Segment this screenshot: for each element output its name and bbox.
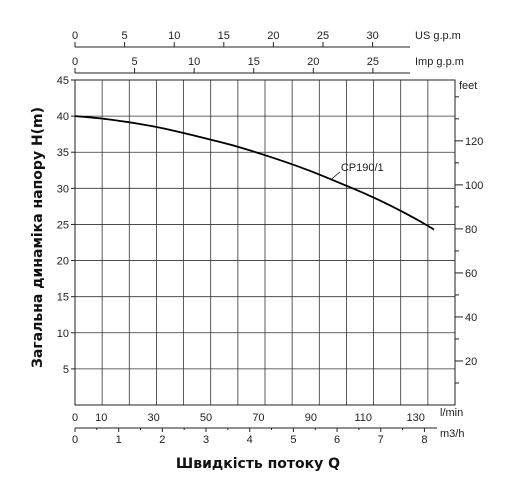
lmin-tick-label: 70: [252, 412, 264, 424]
plot-frame: [74, 79, 456, 406]
imp-gpm-tick-label: 5: [132, 56, 138, 68]
y-right-tick-label: 80: [465, 224, 477, 236]
grid: [75, 80, 455, 405]
y-left-tick-label: 40: [57, 111, 69, 123]
us-gpm-tick-label: 25: [317, 30, 329, 42]
series-line-1: [74, 115, 435, 231]
y-right-tick-label: 40: [465, 312, 477, 324]
y-left-tick-label: 5: [63, 364, 69, 376]
series-label-leader: [331, 171, 341, 180]
imp-gpm-tick-label: 15: [248, 56, 260, 68]
y-right-tick-label: 60: [465, 268, 477, 280]
us-gpm-tick-label: 15: [218, 30, 230, 42]
y-right-tick-label: 20: [465, 356, 477, 368]
y-left-tick-label: 35: [57, 147, 69, 159]
series-layer: CP190/1: [74, 115, 435, 231]
m3h-tick-label: 6: [334, 434, 340, 446]
y-left-tick-label: 45: [57, 75, 69, 87]
us-gpm-tick-label: 20: [267, 30, 279, 42]
us-gpm-tick-label: 10: [168, 30, 180, 42]
imp-gpm-tick-label: 0: [72, 56, 78, 68]
y-left-tick-label: 10: [57, 328, 69, 340]
imp-gpm-unit: Imp g.p.m: [415, 56, 464, 68]
m3h-unit: m3/h: [440, 428, 464, 440]
imp-gpm-tick-label: 10: [188, 56, 200, 68]
us-gpm-tick-label: 30: [366, 30, 378, 42]
imp-gpm-tick-label: 25: [367, 56, 379, 68]
lmin-tick-label: 130: [407, 412, 425, 424]
y-right-tick-label: 120: [465, 136, 483, 148]
m3h-tick-label: 1: [116, 434, 122, 446]
m3h-tick-label: 2: [159, 434, 165, 446]
m3h-tick-label: 7: [378, 434, 384, 446]
lmin-tick-label: 110: [355, 412, 373, 424]
y-left-tick-label: 25: [57, 219, 69, 231]
y-axis-label: Загальна динаміка напору H(m): [30, 107, 46, 368]
lmin-unit: l/min: [440, 407, 463, 419]
us-gpm-tick-label: 5: [122, 30, 128, 42]
us-gpm-tick-label: 0: [72, 30, 78, 42]
m3h-tick-label: 0: [72, 434, 78, 446]
m3h-tick-label: 5: [290, 434, 296, 446]
x-axis-label: Швидкість потоку Q: [176, 456, 340, 472]
y-right-tick-label: 100: [465, 180, 483, 192]
m3h-tick-label: 3: [203, 434, 209, 446]
lmin-tick-label: 10: [95, 412, 107, 424]
lmin-tick-label: 50: [200, 412, 212, 424]
y-left-tick-label: 30: [57, 183, 69, 195]
lmin-tick-label: 0: [72, 412, 78, 424]
y-right-unit: feet: [459, 80, 477, 92]
y-left-tick-label: 15: [57, 292, 69, 304]
m3h-tick-label: 8: [421, 434, 427, 446]
imp-gpm-tick-label: 20: [307, 56, 319, 68]
m3h-tick-label: 4: [247, 434, 253, 446]
us-gpm-unit: US g.p.m: [415, 30, 461, 42]
lmin-tick-label: 90: [305, 412, 317, 424]
series-label: CP190/1: [341, 162, 384, 174]
y-left-tick-label: 20: [57, 256, 69, 268]
lmin-tick-label: 30: [147, 412, 159, 424]
